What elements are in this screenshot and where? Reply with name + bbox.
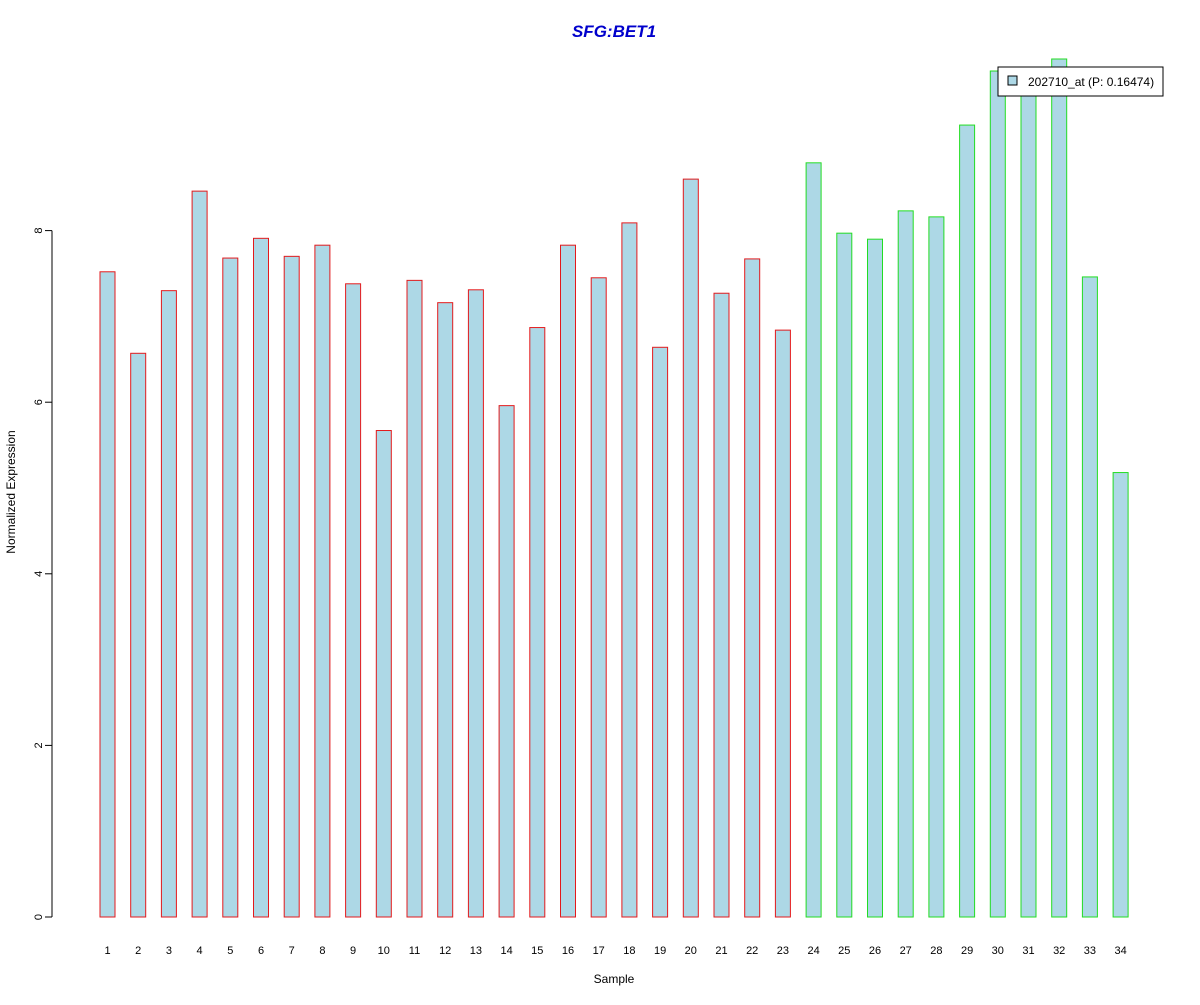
legend-label: 202710_at (P: 0.16474) xyxy=(1028,75,1154,89)
x-tick-label: 3 xyxy=(166,945,172,957)
x-tick-label: 30 xyxy=(992,945,1004,957)
y-tick-label: 4 xyxy=(33,571,45,577)
x-tick-label: 12 xyxy=(439,945,451,957)
x-tick-label: 10 xyxy=(378,945,390,957)
bar-sample-33 xyxy=(1081,276,1098,918)
bar-sample-5 xyxy=(222,257,239,918)
bar-sample-31 xyxy=(1020,88,1037,918)
bar-sample-9 xyxy=(345,283,362,918)
bar-sample-4 xyxy=(191,190,208,918)
x-axis-label: Sample xyxy=(594,972,635,986)
x-tick-label: 21 xyxy=(715,945,727,957)
x-tick-label: 27 xyxy=(900,945,912,957)
y-tick-label: 6 xyxy=(33,399,45,405)
x-tick-label: 2 xyxy=(135,945,141,957)
bar-sample-14 xyxy=(498,405,515,918)
bar-sample-13 xyxy=(467,289,484,918)
bars-group xyxy=(99,58,1129,918)
bar-sample-25 xyxy=(836,232,853,918)
x-tick-label: 34 xyxy=(1114,945,1126,957)
x-tick-label: 29 xyxy=(961,945,973,957)
bar-sample-1 xyxy=(99,271,116,918)
x-tick-label: 13 xyxy=(470,945,482,957)
bar-sample-23 xyxy=(774,329,791,918)
legend: 202710_at (P: 0.16474) xyxy=(997,66,1164,97)
bar-sample-3 xyxy=(160,290,177,918)
bar-sample-18 xyxy=(621,222,638,918)
x-tick-label: 18 xyxy=(623,945,635,957)
bar-sample-11 xyxy=(406,279,423,918)
bar-sample-16 xyxy=(560,244,576,918)
bar-sample-27 xyxy=(897,210,914,918)
x-tick-label: 23 xyxy=(777,945,789,957)
bar-sample-20 xyxy=(682,178,699,918)
bar-sample-30 xyxy=(989,70,1006,918)
x-tick-label: 14 xyxy=(500,945,512,957)
y-tick-label: 8 xyxy=(33,228,45,234)
x-tick-label: 28 xyxy=(930,945,942,957)
bar-sample-21 xyxy=(713,292,730,918)
legend-box xyxy=(997,66,1164,97)
bar-sample-28 xyxy=(928,216,945,918)
bar-sample-10 xyxy=(375,430,392,918)
bar-sample-19 xyxy=(652,346,669,918)
bar-sample-6 xyxy=(253,237,269,918)
x-tick-label: 7 xyxy=(289,945,295,957)
x-tick-labels: 1 2 3 4 5 6 7 8 9 10 11 12 13 14 15 16 17 18 19 20 21 22 23 24 2… xyxy=(104,945,1126,957)
bar-sample-24 xyxy=(805,162,822,918)
bar-sample-2 xyxy=(130,352,147,918)
x-tick-label: 25 xyxy=(838,945,850,957)
bar-sample-8 xyxy=(314,244,331,918)
x-tick-label: 26 xyxy=(869,945,881,957)
x-tick-label: 8 xyxy=(319,945,325,957)
x-tick-label: 6 xyxy=(258,945,264,957)
y-tick-label: 0 xyxy=(33,914,45,920)
y-tick-label: 2 xyxy=(33,742,45,748)
chart-title: SFG:BET1 xyxy=(572,22,656,41)
bar-sample-7 xyxy=(283,255,300,918)
y-axis: 0 2 4 6 8 xyxy=(33,228,53,920)
y-axis-label: Normalized Expression xyxy=(4,430,18,553)
x-tick-label: 20 xyxy=(685,945,697,957)
x-tick-label: 31 xyxy=(1022,945,1034,957)
bar-sample-22 xyxy=(744,258,761,918)
x-tick-label: 4 xyxy=(197,945,203,957)
x-tick-label: 19 xyxy=(654,945,666,957)
x-tick-label: 22 xyxy=(746,945,758,957)
x-tick-label: 15 xyxy=(531,945,543,957)
x-tick-label: 11 xyxy=(409,945,420,957)
x-tick-label: 24 xyxy=(807,945,819,957)
bar-sample-17 xyxy=(590,277,607,918)
bar-sample-32 xyxy=(1051,58,1068,918)
x-tick-label: 33 xyxy=(1084,945,1096,957)
bar-sample-29 xyxy=(959,124,976,918)
x-tick-label: 17 xyxy=(593,945,605,957)
bar-sample-15 xyxy=(529,327,546,918)
x-tick-label: 5 xyxy=(227,945,233,957)
bar-sample-12 xyxy=(437,302,454,918)
legend-swatch xyxy=(1007,75,1018,86)
x-tick-label: 1 xyxy=(104,945,110,957)
bar-sample-34 xyxy=(1112,472,1129,918)
x-tick-label: 9 xyxy=(350,945,356,957)
bar-sample-26 xyxy=(867,238,883,918)
x-tick-label: 32 xyxy=(1053,945,1065,957)
x-tick-label: 16 xyxy=(562,945,574,957)
